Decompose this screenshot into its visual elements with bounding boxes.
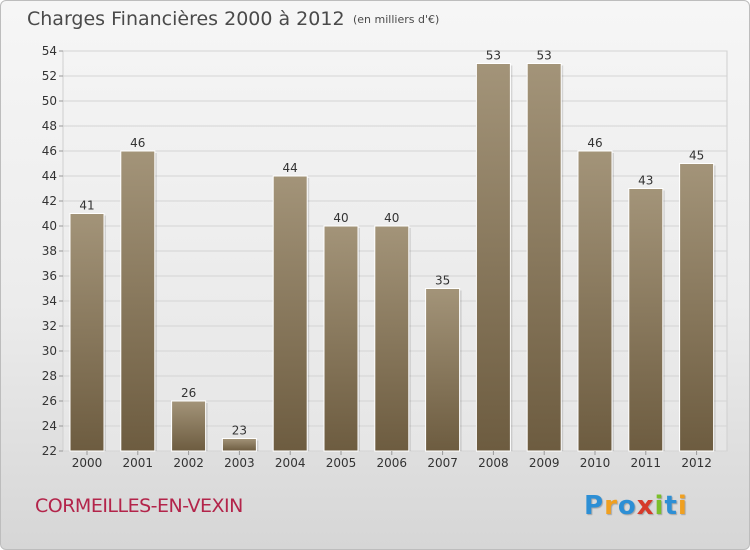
bar-value-label: 23 <box>232 424 247 438</box>
y-tick-label: 22 <box>42 444 57 458</box>
logo-letter: x <box>636 491 655 521</box>
bar-value-label: 53 <box>486 49 501 63</box>
bar-2006 <box>374 225 410 452</box>
logo-letter: i <box>677 491 688 521</box>
logo-letter: r <box>604 491 618 521</box>
y-tick-label: 36 <box>42 269 57 283</box>
x-tick-label: 2004 <box>275 456 306 470</box>
bar-2011 <box>628 188 664 452</box>
x-tick-label: 2007 <box>427 456 458 470</box>
bar-2007 <box>425 288 461 452</box>
logo-letter: t <box>664 491 678 521</box>
bar-2000 <box>69 213 105 452</box>
x-tick-label: 2005 <box>326 456 357 470</box>
x-tick-label: 2011 <box>631 456 662 470</box>
y-tick-label: 38 <box>42 244 57 258</box>
y-tick-label: 28 <box>42 369 57 383</box>
proxiti-logo[interactable]: Proxiti <box>584 491 688 521</box>
y-axis: 22 24 26 28 30 32 34 36 38 40 42 44 46 48 50 52 54 <box>42 44 63 458</box>
bar-2008 <box>475 63 511 452</box>
x-tick-label: 2000 <box>72 456 103 470</box>
y-tick-label: 30 <box>42 344 57 358</box>
bar-2012 <box>679 163 715 452</box>
y-tick-label: 32 <box>42 319 57 333</box>
x-tick-label: 2010 <box>580 456 611 470</box>
bar-value-label: 26 <box>181 386 196 400</box>
y-tick-label: 24 <box>42 419 57 433</box>
y-tick-label: 42 <box>42 194 57 208</box>
y-tick-label: 26 <box>42 394 57 408</box>
logo-letter: P <box>584 491 605 521</box>
bar-value-label: 43 <box>638 174 653 188</box>
bar-value-label: 45 <box>689 149 704 163</box>
y-tick-label: 54 <box>42 44 57 58</box>
x-tick-label: 2009 <box>529 456 560 470</box>
x-tick-label: 2006 <box>377 456 408 470</box>
logo-letter: i <box>654 491 665 521</box>
bars: 41 46 26 23 44 40 40 35 53 53 46 43 45 <box>69 49 716 452</box>
bar-value-label: 46 <box>130 136 145 150</box>
y-tick-label: 48 <box>42 119 57 133</box>
bar-value-label: 41 <box>79 199 94 213</box>
y-tick-label: 44 <box>42 169 57 183</box>
bar-value-label: 53 <box>537 49 552 63</box>
y-tick-label: 52 <box>42 69 57 83</box>
y-tick-label: 50 <box>42 94 57 108</box>
bar-2009 <box>526 63 562 452</box>
logo-letter: o <box>617 491 637 521</box>
bar-value-label: 44 <box>283 161 298 175</box>
x-axis: 2000 2001 2002 2003 2004 2005 2006 2007 2008 2009… <box>72 451 712 470</box>
bar-value-label: 35 <box>435 274 450 288</box>
bar-2005 <box>323 225 359 452</box>
x-tick-label: 2001 <box>123 456 154 470</box>
y-tick-label: 46 <box>42 144 57 158</box>
y-tick-label: 40 <box>42 219 57 233</box>
y-tick-label: 34 <box>42 294 57 308</box>
x-tick-label: 2002 <box>173 456 204 470</box>
x-tick-label: 2012 <box>681 456 712 470</box>
x-tick-label: 2008 <box>478 456 509 470</box>
bar-2002 <box>171 400 207 452</box>
x-tick-label: 2003 <box>224 456 255 470</box>
bar-value-label: 40 <box>333 211 348 225</box>
bar-value-label: 40 <box>384 211 399 225</box>
bar-2003 <box>221 438 257 452</box>
chart-title: Charges Financières 2000 à 2012 <box>27 8 345 30</box>
commune-name: CORMEILLES-EN-VEXIN <box>35 495 243 517</box>
bar-2010 <box>577 150 613 452</box>
bar-2004 <box>272 175 308 452</box>
chart-subtitle: (en milliers d'€) <box>353 13 440 26</box>
bar-2001 <box>120 150 156 452</box>
bar-value-label: 46 <box>587 136 602 150</box>
